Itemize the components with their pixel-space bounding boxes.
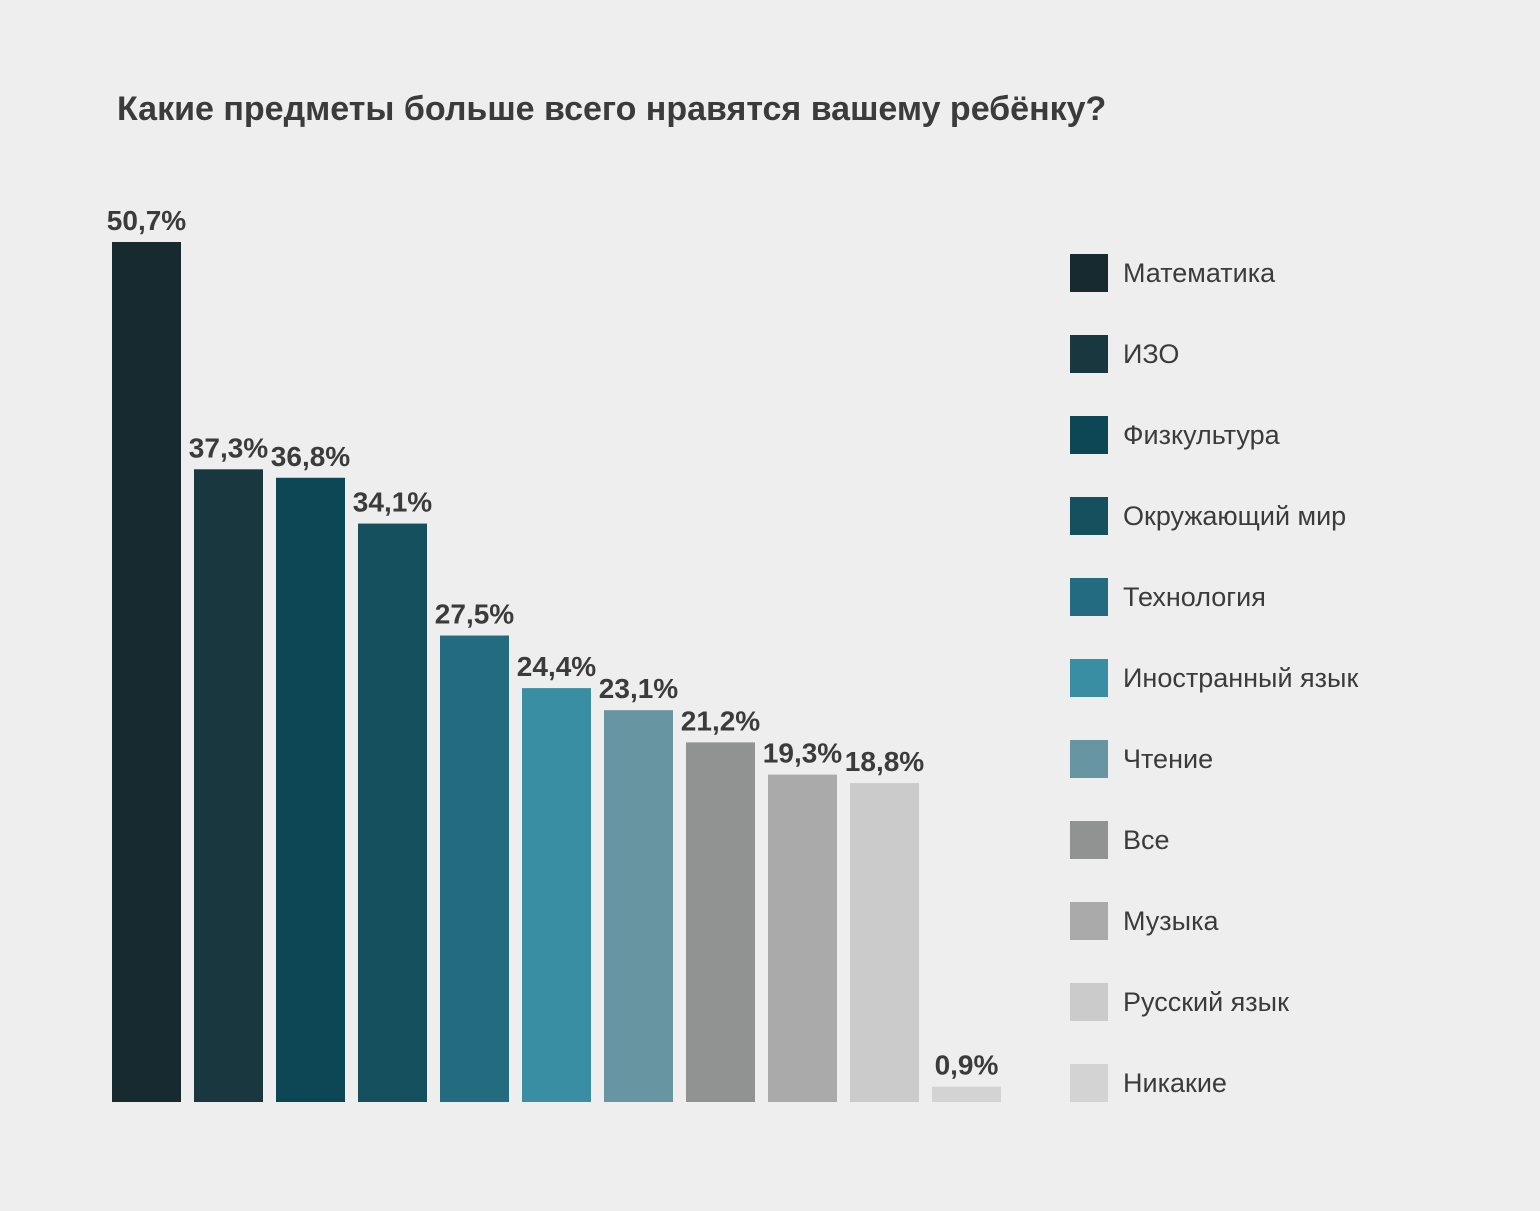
legend-item: Окружающий мир <box>1070 497 1346 535</box>
legend-swatch <box>1070 659 1108 697</box>
legend-item: Русский язык <box>1070 983 1289 1021</box>
legend-item: Математика <box>1070 254 1275 292</box>
bar-value-label: 37,3% <box>189 432 268 463</box>
legend-label: Чтение <box>1123 743 1214 774</box>
bar-9 <box>768 774 837 1102</box>
legend-label: Математика <box>1123 257 1276 288</box>
legend-swatch <box>1070 821 1108 859</box>
legend-label: Технология <box>1123 581 1266 612</box>
legend-label: Музыка <box>1123 905 1219 936</box>
legend-item: ИЗО <box>1070 335 1179 373</box>
bar-value-label: 34,1% <box>353 487 432 518</box>
bar-value-label: 36,8% <box>271 441 350 472</box>
bar-value-label: 27,5% <box>435 599 514 630</box>
bar-2 <box>194 469 263 1102</box>
legend-swatch <box>1070 497 1108 535</box>
legend-swatch <box>1070 740 1108 778</box>
bar-8 <box>686 742 755 1102</box>
legend-swatch <box>1070 983 1108 1021</box>
bar-1 <box>112 242 181 1102</box>
legend-item: Чтение <box>1070 740 1213 778</box>
legend-item: Физкультура <box>1070 416 1280 454</box>
bar-value-label: 19,3% <box>763 738 842 769</box>
legend-swatch <box>1070 335 1108 373</box>
legend-swatch <box>1070 254 1108 292</box>
bar-10 <box>850 783 919 1102</box>
legend-label: Русский язык <box>1123 986 1289 1017</box>
bar-5 <box>440 635 509 1102</box>
legend-item: Все <box>1070 821 1170 859</box>
legend-label: Иностранный язык <box>1123 662 1359 693</box>
bar-value-label: 18,8% <box>845 746 924 777</box>
bar-plot: 50,7% 37,3% 36,8%34,1% 27,5%24,4%23,1%21,2%… <box>107 205 1001 1103</box>
legend-label: Окружающий мир <box>1123 500 1347 531</box>
legend-swatch <box>1070 578 1108 616</box>
legend-item: Технология <box>1070 578 1266 616</box>
bar-11 <box>932 1086 1001 1102</box>
bar-value-label: 0,9% <box>935 1050 999 1081</box>
legend-swatch <box>1070 1064 1108 1102</box>
bar-3 <box>276 477 345 1103</box>
bar-value-label: 23,1% <box>599 673 678 704</box>
legend-swatch <box>1070 416 1108 454</box>
bar-value-label: 50,7% <box>107 205 186 236</box>
legend-item: Иностранный язык <box>1070 659 1358 697</box>
legend-label: Никакие <box>1123 1067 1227 1098</box>
bar-value-label: 24,4% <box>517 651 596 682</box>
bar-value-label: 21,2% <box>681 705 760 736</box>
legend-item: Никакие <box>1070 1064 1227 1102</box>
chart-title: Какие предметы больше всего нравятся ваш… <box>117 90 1107 128</box>
legend-item: Музыка <box>1070 902 1219 940</box>
legend-label: Все <box>1123 824 1170 855</box>
bar-6 <box>522 688 591 1102</box>
legend-swatch <box>1070 902 1108 940</box>
bar-4 <box>358 523 427 1102</box>
legend-label: ИЗО <box>1123 338 1180 369</box>
bar-7 <box>604 710 673 1102</box>
legend-label: Физкультура <box>1123 419 1280 450</box>
